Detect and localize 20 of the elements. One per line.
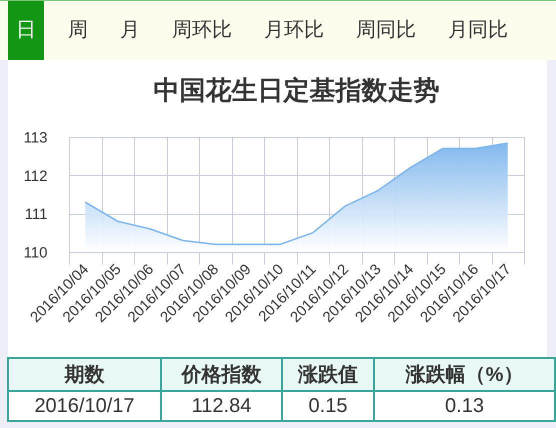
text: 月同比 xyxy=(447,18,509,43)
y-tick-label: 111 xyxy=(24,206,48,224)
text: 0.13 xyxy=(374,391,555,421)
text: 月环比 xyxy=(263,18,325,43)
category-label: 价格指数 xyxy=(161,358,282,391)
category-label: 涨跌值 xyxy=(282,358,374,391)
text: 月 xyxy=(119,18,141,43)
text: 周环比 xyxy=(171,18,233,43)
y-tick-label: 112 xyxy=(24,168,48,185)
text: 日 xyxy=(8,1,44,60)
text: 112.84 xyxy=(161,391,282,421)
y-tick-label: 113 xyxy=(24,130,48,146)
text: 2016/10/17 xyxy=(8,391,161,421)
category-label: 涨跌幅（%） xyxy=(374,358,555,391)
y-tick-label: 110 xyxy=(24,244,48,262)
text: 0.15 xyxy=(282,391,374,421)
chart-title: 中国花生日定基指数走势 xyxy=(154,75,440,105)
text: 周同比 xyxy=(355,18,417,43)
text: 周 xyxy=(67,18,89,43)
category-label: 期数 xyxy=(8,358,161,391)
